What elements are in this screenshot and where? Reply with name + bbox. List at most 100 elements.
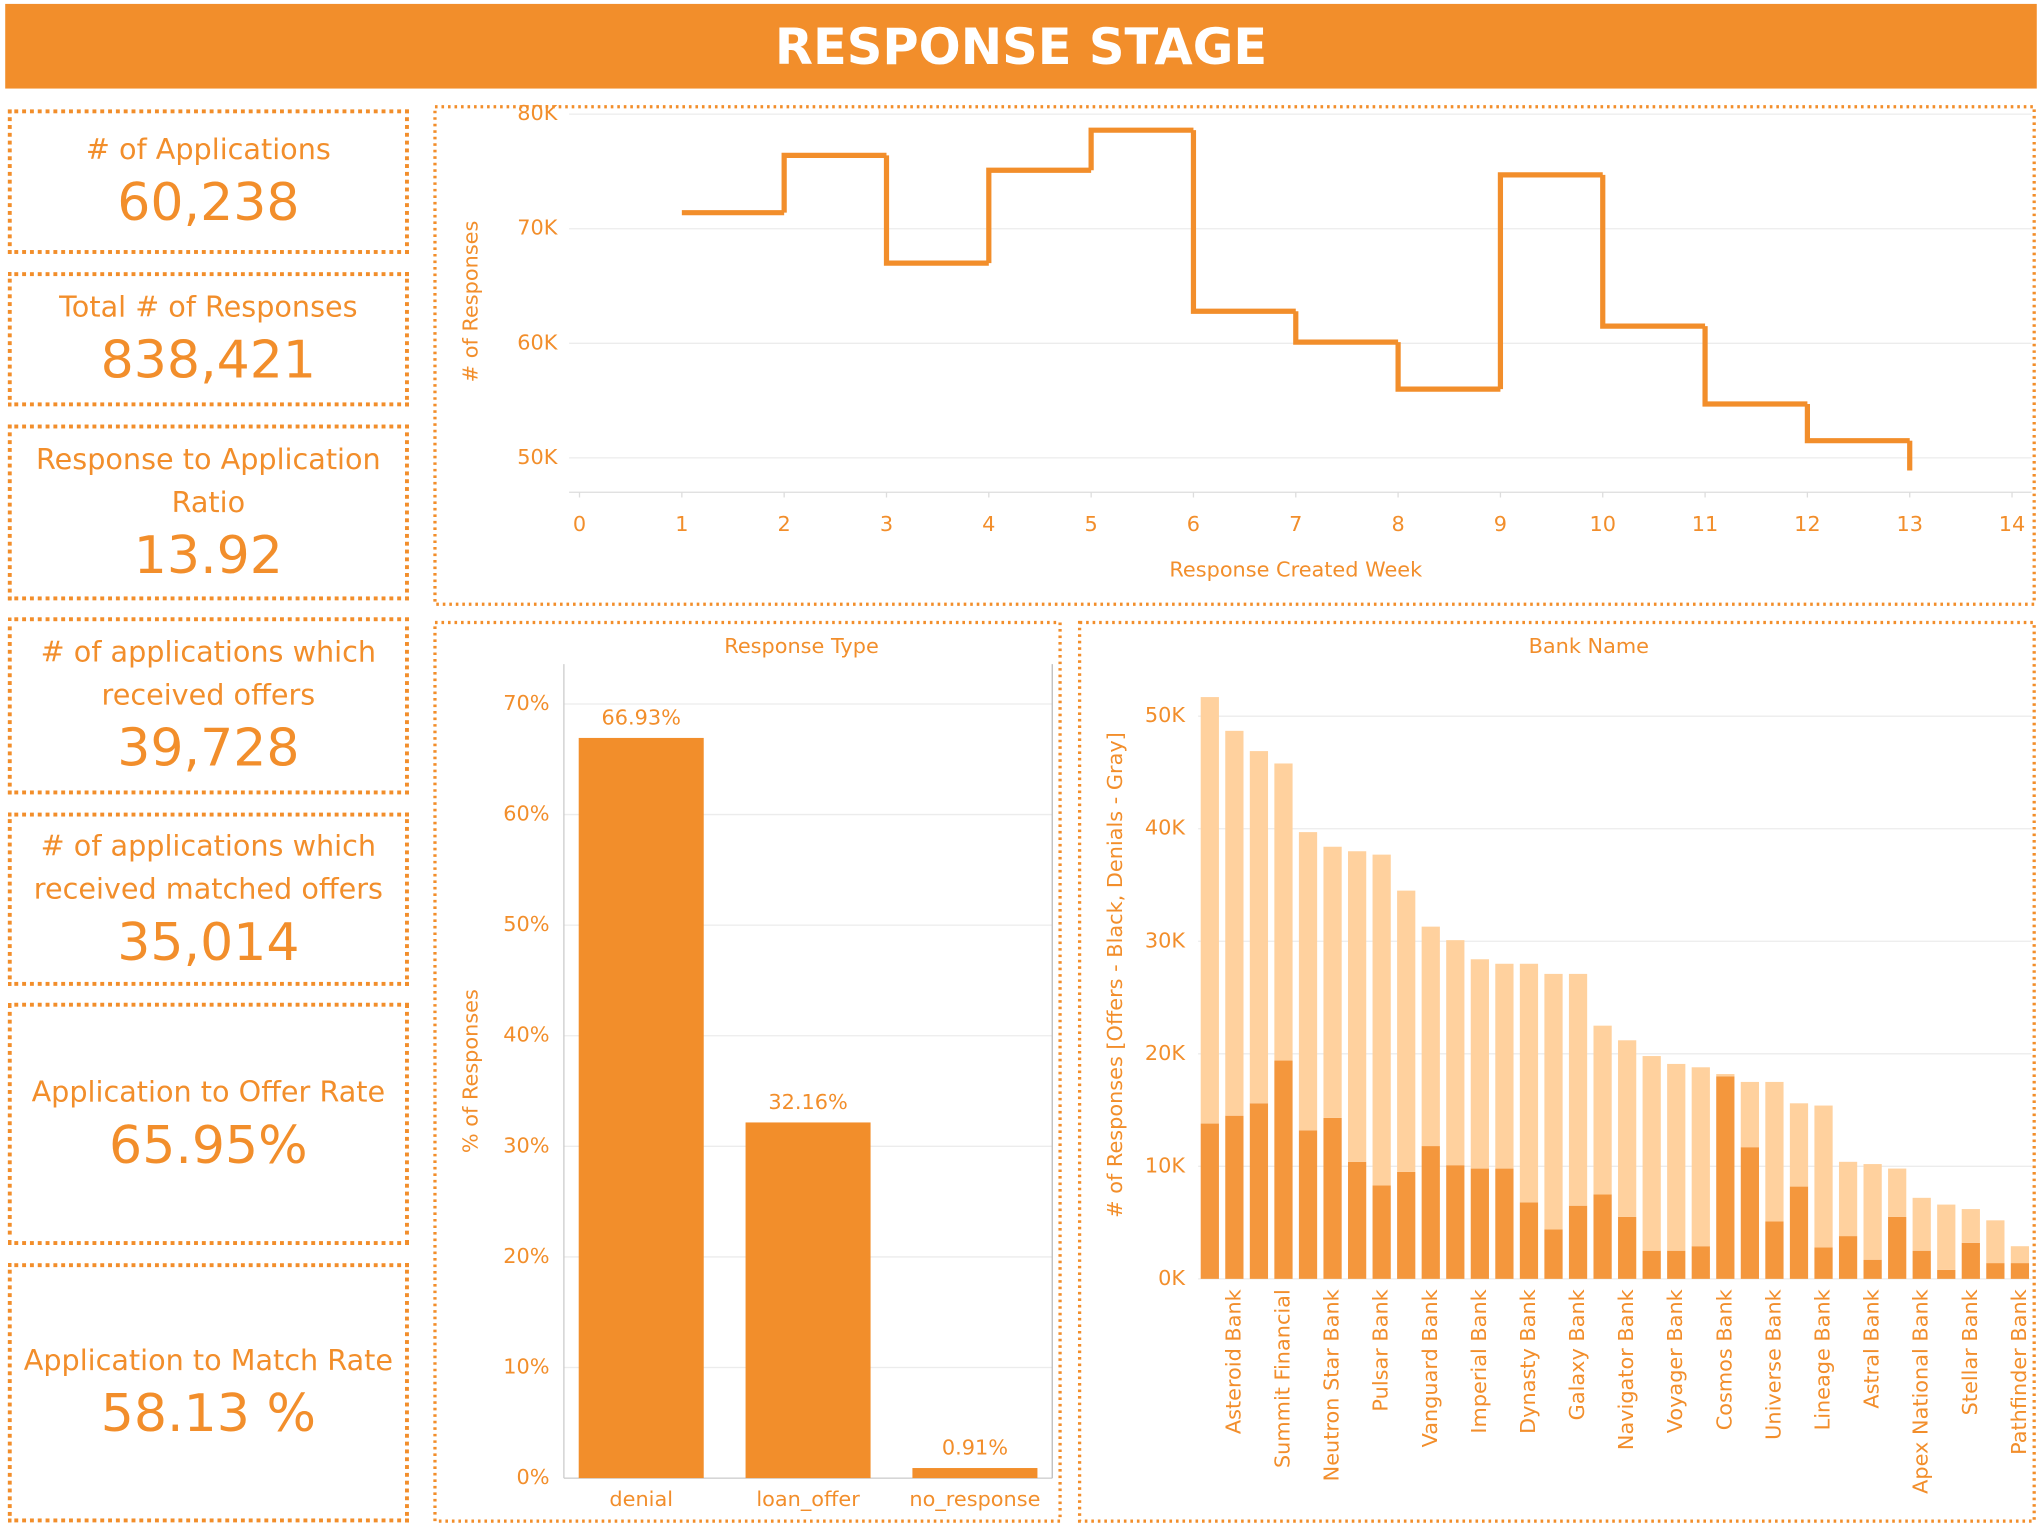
bar-segment	[1397, 1171, 1416, 1279]
x-tick-label: 2	[778, 512, 791, 536]
bar-segment	[1225, 730, 1244, 1116]
x-tick-label: no_response	[909, 1487, 1040, 1512]
y-tick-label: 50%	[503, 912, 549, 936]
y-tick-label: 0K	[1158, 1266, 1186, 1290]
bar-segment	[1888, 1168, 1907, 1217]
x-tick-label: 10	[1589, 512, 1616, 536]
bar-segment	[1691, 1067, 1710, 1247]
bar-segment	[1298, 832, 1318, 1131]
y-tick-label: 50K	[1145, 703, 1187, 727]
kpi-label: # of applications which received matched…	[33, 830, 383, 906]
bar-segment	[2010, 1263, 2030, 1279]
bar-segment	[1642, 1250, 1661, 1279]
kpi-card: # of Applications 60,238	[7, 109, 409, 254]
x-tick-label: loan_offer	[756, 1487, 860, 1512]
chart-title: Response Type	[724, 634, 878, 658]
bar-segment	[1740, 1147, 1760, 1279]
bar-segment	[1789, 1103, 1809, 1187]
x-tick-label: Stellar Bank	[1958, 1289, 1982, 1415]
x-tick-label: 13	[1896, 512, 1923, 536]
chart-title: Bank Name	[1529, 634, 1649, 658]
y-tick-label: 50K	[517, 445, 559, 469]
x-axis-label: Response Created Week	[1169, 557, 1422, 581]
panel-border	[433, 620, 1062, 1523]
kpi-value: 838,421	[100, 330, 317, 391]
y-tick-label: 70K	[517, 216, 559, 240]
bar-segment	[1765, 1081, 1784, 1222]
y-tick-label: 20%	[503, 1244, 549, 1268]
step-segment	[883, 155, 989, 266]
bar-segment	[1372, 1185, 1391, 1279]
bar-segment	[1691, 1246, 1710, 1279]
bar-segment	[1986, 1220, 2005, 1264]
x-tick-label: Apex National Bank	[1909, 1289, 1933, 1494]
kpi-label: Total # of Responses	[59, 291, 358, 325]
bar-segment	[1814, 1247, 1833, 1279]
bar	[745, 1122, 871, 1479]
bar-segment	[1568, 1205, 1588, 1279]
bar-segment	[1716, 1076, 1735, 1279]
panel-border	[1077, 620, 2036, 1523]
value-label: 0.91%	[942, 1436, 1008, 1460]
y-axis-label: % of Responses	[458, 989, 482, 1153]
y-tick-label: 40K	[1145, 816, 1187, 840]
bar-segment	[1421, 1146, 1440, 1279]
bar-segment	[1888, 1216, 1907, 1279]
x-tick-label: Navigator Bank	[1614, 1289, 1638, 1450]
bar-segment	[1519, 1202, 1539, 1279]
kpi-label: Application to Match Rate	[23, 1345, 394, 1378]
bar-segment	[1323, 1117, 1342, 1279]
step-segment	[1497, 172, 1603, 390]
x-tick-label: Dynasty Bank	[1516, 1289, 1540, 1434]
bar-segment	[1838, 1161, 1858, 1237]
x-tick-label: 3	[880, 512, 893, 536]
bar-segment	[1544, 1229, 1563, 1279]
x-tick-label: 7	[1289, 512, 1302, 536]
bar-segment	[1912, 1250, 1931, 1279]
kpi-value: 13.92	[133, 525, 283, 586]
x-tick-label: 11	[1692, 512, 1719, 536]
bar-segment	[1789, 1186, 1809, 1279]
bar-segment	[1200, 1123, 1219, 1279]
kpi-value: 35,014	[117, 912, 300, 973]
x-tick-label: denial	[609, 1487, 673, 1511]
y-tick-label: 10%	[503, 1355, 549, 1379]
bar-segment	[1765, 1221, 1784, 1279]
kpi-value: 39,728	[117, 718, 300, 779]
x-tick-label: 5	[1085, 512, 1098, 536]
bar-segment	[1421, 926, 1440, 1147]
kpi-value: 65.95%	[109, 1115, 308, 1176]
kpi-value: 58.13 %	[100, 1384, 316, 1445]
bar-segment	[1667, 1250, 1686, 1279]
x-tick-label: Vanguard Bank	[1418, 1289, 1442, 1447]
value-label: 32.16%	[768, 1090, 847, 1114]
bar-segment	[1814, 1105, 1833, 1248]
x-tick-label: Asteroid Bank	[1221, 1289, 1245, 1434]
bar-segment	[1372, 854, 1391, 1186]
step-segment	[1702, 326, 1808, 407]
bar-segment	[1470, 959, 1489, 1169]
x-tick-label: Pulsar Bank	[1369, 1289, 1393, 1411]
value-label: 66.93%	[602, 705, 681, 729]
bar-segment	[2010, 1246, 2030, 1264]
bar-segment	[1618, 1216, 1637, 1279]
bar-segment	[1986, 1263, 2005, 1279]
x-tick-label: Summit Financial	[1270, 1289, 1294, 1468]
step-segment	[1395, 342, 1501, 392]
x-tick-label: 12	[1794, 512, 1821, 536]
kpi-label: Application to Offer Rate	[31, 1076, 386, 1109]
y-tick-label: 70%	[503, 691, 549, 715]
y-tick-label: 10K	[1145, 1153, 1187, 1177]
bar-segment	[1249, 1103, 1269, 1279]
bar-segment	[1348, 851, 1367, 1162]
y-axis-label: # of Responses	[458, 221, 482, 383]
kpi-label: # of applications which received offers	[40, 636, 377, 713]
x-tick-label: 1	[675, 512, 688, 536]
y-tick-label: 80K	[517, 101, 559, 125]
kpi-card: Response to Application Ratio 13.92	[7, 424, 409, 601]
step-segment	[1600, 174, 1706, 329]
x-tick-label: Cosmos Bank	[1712, 1289, 1736, 1430]
kpi-label: Response to Application Ratio	[36, 443, 381, 519]
